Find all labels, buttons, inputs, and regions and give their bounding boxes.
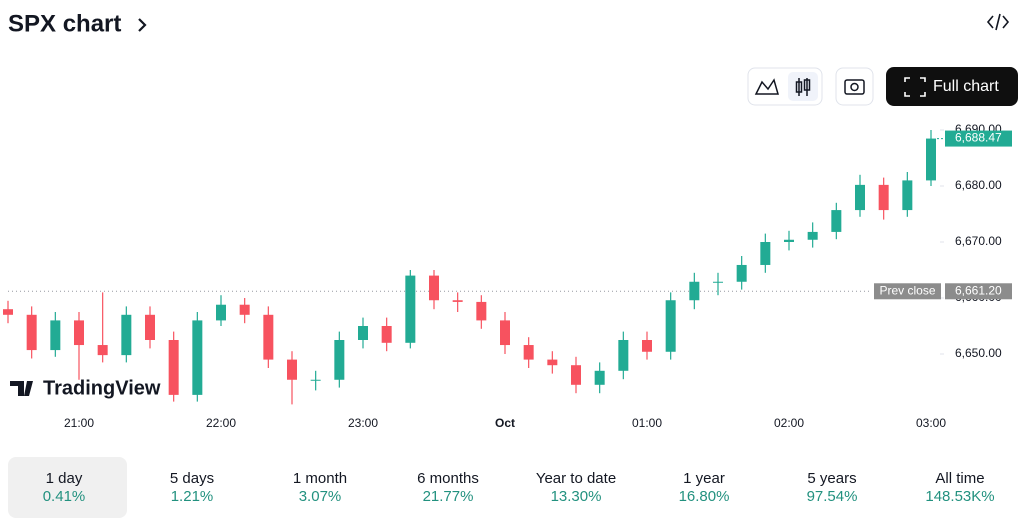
prev-close-value: 6,661.20	[955, 283, 1002, 297]
x-tick-label: 22:00	[206, 416, 236, 430]
prev-close-tag	[874, 283, 941, 300]
period-label[interactable]: 5 days	[170, 470, 214, 487]
candle-body	[97, 345, 108, 356]
period-change[interactable]: 148.53K%	[925, 488, 994, 505]
candle-body	[429, 275, 439, 301]
candle-body	[571, 365, 581, 385]
candle-body	[358, 326, 368, 340]
full-chart-button[interactable]	[886, 67, 1018, 106]
candle-body	[74, 320, 84, 346]
y-tick-label: 6,650.00	[955, 346, 1002, 360]
x-tick-label: 21:00	[64, 416, 94, 430]
candle-body	[239, 304, 250, 315]
period-label[interactable]: 1 year	[683, 470, 725, 487]
candle-body	[476, 301, 487, 321]
period-change[interactable]: 97.54%	[807, 488, 858, 505]
candle-body	[50, 320, 61, 351]
candle-body	[500, 320, 510, 346]
candle-body	[902, 180, 913, 211]
candle-body	[831, 210, 842, 232]
candle-body	[121, 314, 132, 356]
candle-body	[263, 314, 274, 360]
period-change[interactable]: 21.77%	[423, 488, 474, 505]
period-change[interactable]: 13.30%	[551, 488, 602, 505]
selected-period-bg	[8, 457, 127, 518]
last-price-tag	[945, 130, 1012, 147]
period-change[interactable]: 0.41%	[43, 488, 86, 505]
period-label[interactable]: All time	[935, 470, 984, 487]
period-change[interactable]: 1.21%	[171, 488, 214, 505]
candle-body	[452, 300, 463, 302]
candle-body	[3, 309, 13, 315]
candle-body	[168, 340, 179, 395]
candle-icon	[803, 79, 811, 91]
y-tick-label: 6,680.00	[955, 178, 1002, 192]
full-chart-label[interactable]: Full chart	[933, 78, 999, 95]
candle-body	[334, 340, 345, 380]
candle-body	[310, 379, 321, 381]
fullscreen-icon	[904, 77, 926, 97]
candle-body	[145, 314, 155, 340]
period-change[interactable]: 16.80%	[679, 488, 730, 505]
candle-icon	[798, 78, 808, 96]
candle-body	[926, 138, 936, 181]
candle-body	[523, 345, 534, 360]
candle-body	[381, 326, 392, 343]
period-label[interactable]: 1 month	[293, 470, 347, 487]
candle-body	[287, 359, 297, 380]
period-change[interactable]: 3.07%	[299, 488, 342, 505]
candle-body	[736, 264, 747, 282]
candle-body	[784, 239, 794, 242]
logo-mark	[10, 381, 33, 396]
snapshot-button[interactable]	[835, 67, 874, 106]
candle-body	[618, 340, 629, 371]
candle-body	[855, 184, 865, 211]
period-label[interactable]: 6 months	[417, 470, 479, 487]
candle-body	[405, 275, 416, 343]
candle-body	[689, 281, 700, 301]
prev-close-value-tag	[945, 283, 1012, 300]
candle-body	[216, 304, 226, 321]
candle-body	[547, 359, 558, 366]
candle-body	[760, 242, 771, 265]
candle-icon	[795, 81, 803, 93]
page-title[interactable]: SPX chart	[8, 10, 121, 37]
chevron-icon[interactable]	[138, 18, 147, 32]
watermark: TradingView	[43, 377, 161, 399]
candle-body	[642, 340, 652, 352]
candle-style-button[interactable]	[788, 72, 818, 101]
period-label[interactable]: 1 day	[46, 470, 83, 487]
camera-icon	[850, 82, 859, 92]
candle-body	[594, 370, 605, 385]
x-tick-label: 03:00	[916, 416, 946, 430]
line-style-button[interactable]	[754, 78, 779, 95]
candle-body	[665, 300, 676, 352]
embed-icon[interactable]	[986, 13, 1010, 31]
x-tick-label: 01:00	[632, 416, 662, 430]
candle-body	[192, 320, 203, 395]
y-tick-label: 6,670.00	[955, 234, 1002, 248]
period-label[interactable]: 5 years	[807, 470, 856, 487]
tradingview-logo: TradingView	[10, 377, 161, 399]
prev-close-name: Prev close	[879, 283, 935, 297]
period-label[interactable]: Year to date	[536, 470, 616, 487]
x-tick-label: Oct	[495, 416, 515, 430]
candle-body	[878, 184, 889, 211]
camera-icon	[844, 79, 865, 95]
last-price-label: 6,688.47	[955, 131, 1002, 145]
candle-body	[807, 231, 818, 240]
candle-body	[26, 314, 37, 351]
candle-body	[713, 281, 723, 283]
x-tick-label: 02:00	[774, 416, 804, 430]
x-tick-label: 23:00	[348, 416, 378, 430]
